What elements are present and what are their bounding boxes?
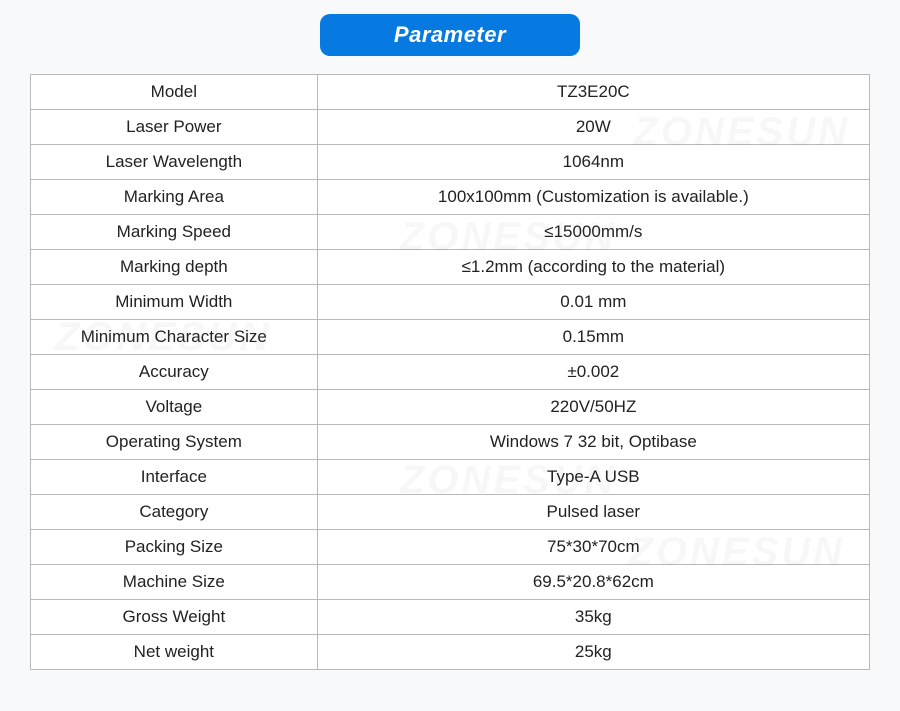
spec-value: 220V/50HZ — [317, 390, 869, 425]
spec-value: Type-A USB — [317, 460, 869, 495]
spec-label: Minimum Width — [31, 285, 318, 320]
spec-value: ±0.002 — [317, 355, 869, 390]
spec-label: Marking Area — [31, 180, 318, 215]
table-row: Model TZ3E20C — [31, 75, 870, 110]
spec-label: Model — [31, 75, 318, 110]
spec-table-body: Model TZ3E20C Laser Power 20W Laser Wave… — [31, 75, 870, 670]
spec-value: Windows 7 32 bit, Optibase — [317, 425, 869, 460]
table-row: Minimum Width 0.01 mm — [31, 285, 870, 320]
spec-label: Interface — [31, 460, 318, 495]
spec-value: 0.01 mm — [317, 285, 869, 320]
parameter-title-badge: Parameter — [320, 14, 580, 56]
spec-value: 20W — [317, 110, 869, 145]
spec-label: Minimum Character Size — [31, 320, 318, 355]
table-row: Operating System Windows 7 32 bit, Optib… — [31, 425, 870, 460]
spec-value: 69.5*20.8*62cm — [317, 565, 869, 600]
spec-label: Laser Power — [31, 110, 318, 145]
spec-label: Gross Weight — [31, 600, 318, 635]
spec-table: Model TZ3E20C Laser Power 20W Laser Wave… — [30, 74, 870, 670]
spec-value: 0.15mm — [317, 320, 869, 355]
table-row: Net weight 25kg — [31, 635, 870, 670]
table-row: Interface Type-A USB — [31, 460, 870, 495]
table-row: Voltage 220V/50HZ — [31, 390, 870, 425]
table-row: Accuracy ±0.002 — [31, 355, 870, 390]
spec-label: Machine Size — [31, 565, 318, 600]
table-row: Marking depth ≤1.2mm (according to the m… — [31, 250, 870, 285]
table-row: Marking Area 100x100mm (Customization is… — [31, 180, 870, 215]
spec-value: TZ3E20C — [317, 75, 869, 110]
spec-label: Operating System — [31, 425, 318, 460]
table-row: Marking Speed ≤15000mm/s — [31, 215, 870, 250]
spec-value: 100x100mm (Customization is available.) — [317, 180, 869, 215]
spec-value: 35kg — [317, 600, 869, 635]
table-row: Gross Weight 35kg — [31, 600, 870, 635]
spec-value: ≤1.2mm (according to the material) — [317, 250, 869, 285]
spec-value: 75*30*70cm — [317, 530, 869, 565]
spec-value: ≤15000mm/s — [317, 215, 869, 250]
spec-value: Pulsed laser — [317, 495, 869, 530]
spec-label: Marking depth — [31, 250, 318, 285]
spec-label: Net weight — [31, 635, 318, 670]
table-row: Laser Wavelength 1064nm — [31, 145, 870, 180]
table-row: Minimum Character Size 0.15mm — [31, 320, 870, 355]
spec-value: 1064nm — [317, 145, 869, 180]
spec-label: Marking Speed — [31, 215, 318, 250]
spec-label: Laser Wavelength — [31, 145, 318, 180]
table-row: Machine Size 69.5*20.8*62cm — [31, 565, 870, 600]
table-row: Laser Power 20W — [31, 110, 870, 145]
table-row: Category Pulsed laser — [31, 495, 870, 530]
spec-label: Voltage — [31, 390, 318, 425]
table-row: Packing Size 75*30*70cm — [31, 530, 870, 565]
spec-value: 25kg — [317, 635, 869, 670]
spec-label: Packing Size — [31, 530, 318, 565]
spec-label: Category — [31, 495, 318, 530]
spec-label: Accuracy — [31, 355, 318, 390]
page-container: Parameter Model TZ3E20C Laser Power 20W … — [0, 0, 900, 670]
